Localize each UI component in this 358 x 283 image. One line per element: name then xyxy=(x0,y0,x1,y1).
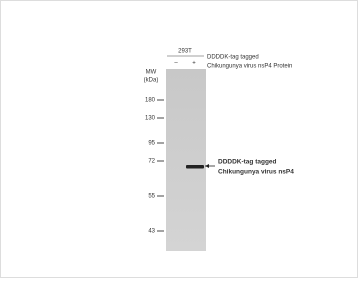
protein-band xyxy=(186,165,204,169)
cell-line: 293T xyxy=(178,49,192,55)
treatment-label: DDDDK-tag tagged xyxy=(207,55,259,61)
mw-title: MW xyxy=(146,70,157,76)
lane-plus: + xyxy=(192,61,196,67)
gel-lane xyxy=(166,69,206,251)
marker-label: 95 xyxy=(148,141,155,147)
treatment-label: Chikungunya virus nsP4 Protein xyxy=(207,64,292,70)
marker-label: 55 xyxy=(148,194,155,200)
blot-figure: 293T – + DDDDK-tag tagged Chikungunya vi… xyxy=(0,0,358,278)
marker-label: 72 xyxy=(148,159,155,165)
band-label: DDDDK-tag tagged xyxy=(218,159,277,166)
marker-label: 180 xyxy=(145,98,156,104)
mw-unit: (kDa) xyxy=(144,78,159,84)
band-label: Chikungunya virus nsP4 xyxy=(218,169,294,176)
marker-label: 130 xyxy=(145,116,156,122)
marker-label: 43 xyxy=(148,229,155,235)
